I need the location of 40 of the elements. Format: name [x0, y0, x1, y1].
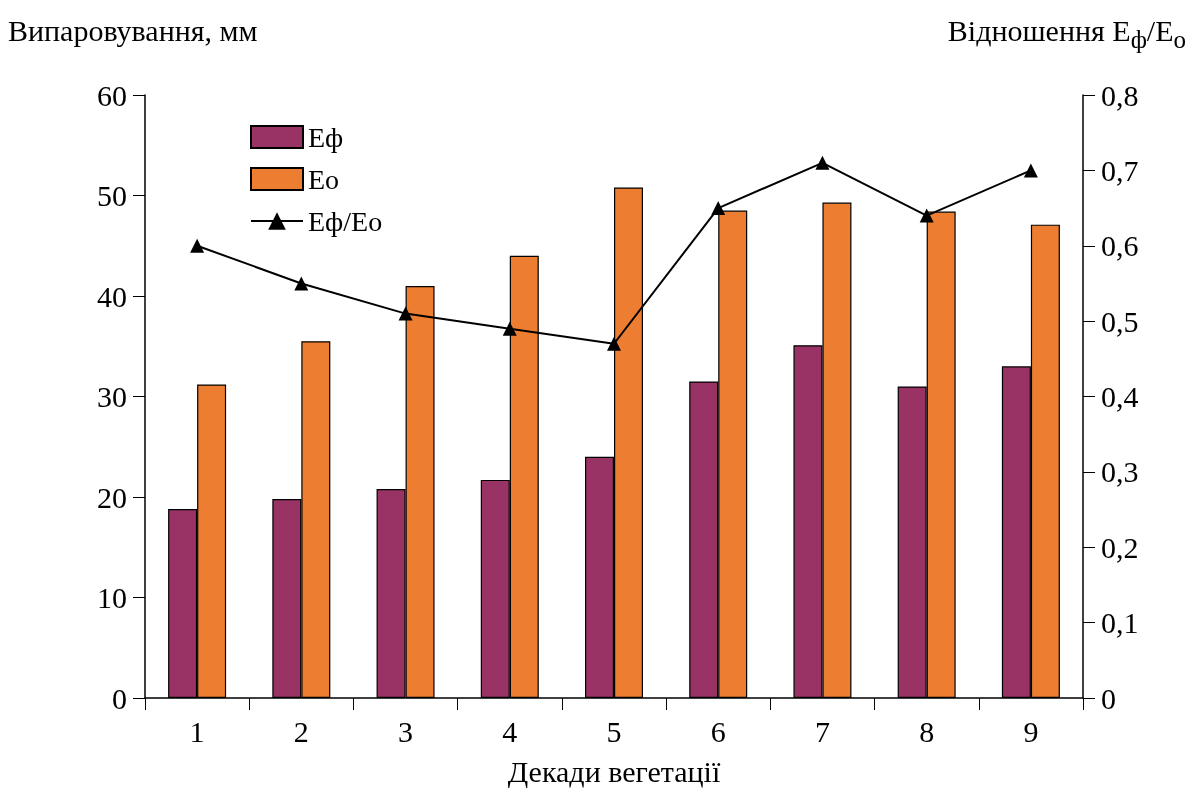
legend-label: Eф/Eo — [308, 205, 383, 237]
point — [919, 208, 934, 223]
y-tick-label: 20 — [97, 480, 127, 514]
y-axis-title: Випаровування, мм — [8, 14, 258, 48]
y2-tick-label: 0,1 — [1101, 606, 1139, 640]
point — [1023, 163, 1038, 178]
x-tick-label: 8 — [919, 714, 935, 748]
y2-tick-label: 0,7 — [1101, 153, 1139, 187]
x-tick-label: 2 — [293, 714, 309, 748]
x-tick-label: 7 — [814, 714, 830, 748]
x-axis-title: Декади вегетації — [507, 754, 721, 788]
point — [398, 306, 413, 321]
point — [190, 238, 205, 253]
x-tick-label: 5 — [606, 714, 622, 748]
point — [502, 321, 517, 336]
y2-axis-title: Відношення E$_{ф}$/E$_{о}$ — [947, 14, 1186, 54]
x-tick-label: 3 — [398, 714, 414, 748]
point — [815, 155, 830, 170]
y-tick-label: 40 — [97, 279, 127, 313]
y2-tick-label: 0,3 — [1101, 455, 1139, 489]
x-tick-label: 9 — [1023, 714, 1039, 748]
y-tick-label: 60 — [97, 78, 127, 112]
y-tick-label: 0 — [112, 681, 127, 715]
y2-tick-label: 0,6 — [1101, 229, 1139, 263]
legend-label: Eo — [308, 163, 340, 195]
point — [711, 201, 726, 216]
point — [294, 276, 309, 291]
y2-tick-label: 0,5 — [1101, 304, 1139, 338]
y2-tick-label: 0,2 — [1101, 530, 1139, 564]
y2-tick-label: 0,4 — [1101, 380, 1139, 413]
point — [607, 336, 621, 351]
y-tick-label: 50 — [97, 179, 127, 212]
y2-tick-label: 0 — [1101, 681, 1116, 715]
legend-label: Eф — [308, 121, 344, 153]
y-tick-label: 30 — [97, 380, 127, 413]
y-tick-label: 10 — [97, 581, 127, 614]
y2-tick-label: 0,8 — [1101, 78, 1139, 112]
x-tick-label: 1 — [189, 714, 205, 748]
x-tick-label: 4 — [502, 714, 518, 748]
x-tick-label: 6 — [710, 714, 726, 748]
